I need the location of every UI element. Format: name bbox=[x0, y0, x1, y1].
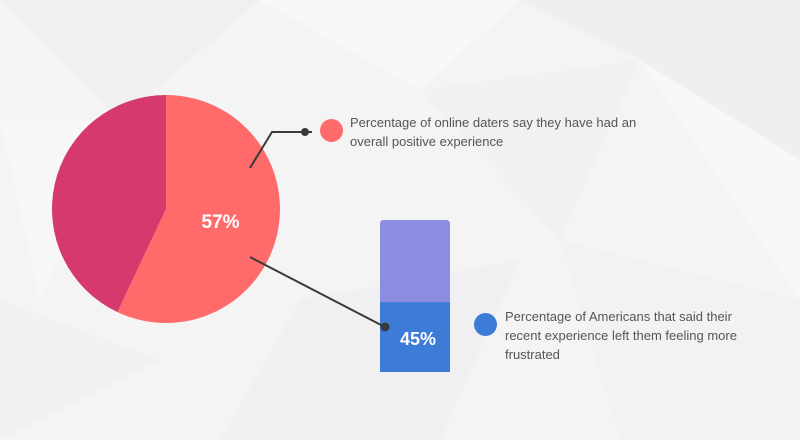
pie-slice-0 bbox=[117, 95, 280, 323]
connector-lines bbox=[249, 128, 390, 332]
pie-connector-line bbox=[249, 131, 312, 169]
bar-annotation: Percentage of Americans that said their … bbox=[505, 309, 737, 362]
pie-connector-dot bbox=[301, 128, 309, 136]
pie-annotation: Percentage of online daters say they hav… bbox=[350, 115, 637, 149]
bar-fill bbox=[380, 302, 450, 372]
pie-legend-dot bbox=[320, 119, 343, 142]
bar-value-label: 45% bbox=[400, 329, 436, 349]
bar-legend-dot bbox=[474, 313, 497, 336]
pie-slice-1 bbox=[51, 95, 166, 313]
pie-slice-label: 57% bbox=[201, 212, 239, 233]
bar-connector-dot bbox=[380, 322, 390, 332]
pie-chart: 57% bbox=[51, 95, 280, 323]
bar-connector-line bbox=[249, 256, 386, 328]
bar-chart: 45% bbox=[380, 220, 450, 372]
